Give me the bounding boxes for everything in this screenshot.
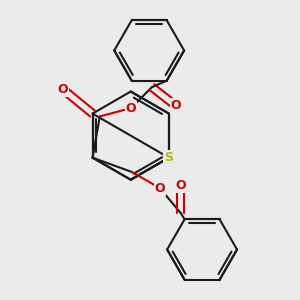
Text: O: O (154, 182, 165, 195)
Text: O: O (126, 102, 136, 115)
Text: O: O (175, 179, 186, 193)
Text: S: S (164, 151, 173, 164)
Text: O: O (58, 83, 68, 96)
Text: O: O (171, 100, 182, 112)
